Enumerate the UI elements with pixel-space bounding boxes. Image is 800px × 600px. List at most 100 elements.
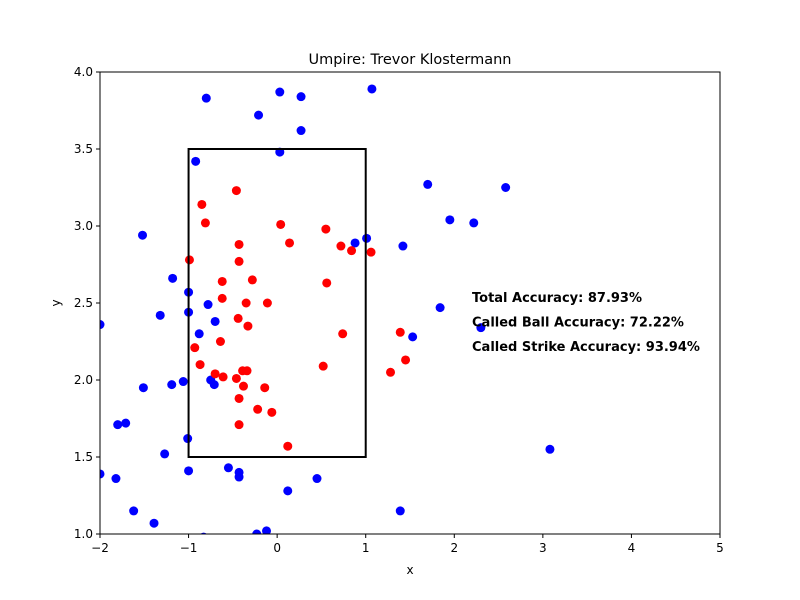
pitch-point-0-26: [408, 332, 418, 342]
chart-title: Umpire: Trevor Klostermann: [308, 52, 511, 68]
pitch-point-0-39: [100, 469, 105, 479]
pitch-point-0-22: [210, 316, 220, 326]
accuracy-annotation-1: Called Ball Accuracy: 72.22%: [472, 316, 684, 331]
pitch-point-0-7: [191, 156, 201, 166]
pitch-point-1-24: [401, 355, 411, 365]
pitch-point-0-30: [167, 380, 177, 390]
pitch-point-0-19: [435, 303, 445, 313]
x-tick-label: 1: [362, 541, 370, 555]
pitch-point-1-33: [238, 381, 248, 391]
pitch-point-0-37: [223, 463, 233, 473]
pitch-point-0-21: [155, 310, 165, 320]
pitch-point-1-20: [338, 329, 348, 339]
pitch-point-1-36: [253, 404, 263, 414]
pitch-point-1-18: [233, 313, 243, 323]
pitch-point-1-14: [322, 278, 332, 288]
pitch-point-0-2: [296, 92, 306, 102]
pitch-point-0-49: [252, 529, 262, 534]
pitch-point-1-35: [234, 393, 244, 403]
y-tick-label: 1.0: [74, 527, 93, 541]
pitch-point-0-25: [194, 329, 204, 339]
pitch-point-0-29: [209, 380, 219, 390]
x-tick-label: 5: [716, 541, 724, 555]
pitch-point-0-23: [100, 320, 105, 330]
pitch-point-0-24: [476, 323, 486, 333]
pitch-point-1-19: [243, 321, 253, 331]
pitch-point-1-17: [262, 298, 272, 308]
pitch-point-0-11: [469, 218, 479, 228]
pitch-point-1-21: [395, 327, 405, 337]
pitch-point-1-22: [215, 337, 225, 346]
x-tick-label: −1: [180, 541, 198, 555]
pitch-point-1-2: [200, 218, 210, 228]
pitch-point-1-1: [197, 199, 207, 209]
pitch-point-1-32: [231, 373, 241, 383]
pitch-point-0-16: [168, 273, 178, 283]
y-tick-label: 2.5: [74, 296, 93, 310]
strike-zone: [187, 148, 367, 458]
x-axis-label: x: [406, 563, 413, 577]
pitch-point-0-8: [423, 179, 433, 189]
pitch-point-1-25: [195, 360, 205, 370]
pitch-point-0-41: [111, 474, 121, 484]
accuracy-annotations: Total Accuracy: 87.93% Called Ball Accura…: [472, 291, 700, 355]
pitch-point-1-8: [347, 246, 357, 256]
pitch-point-1-13: [247, 275, 257, 285]
pitch-point-1-5: [234, 239, 244, 249]
pitch-point-0-1: [275, 87, 285, 97]
pitch-point-1-9: [366, 247, 376, 257]
y-axis-label: y: [49, 299, 63, 306]
pitch-point-1-39: [283, 441, 293, 451]
pitch-point-0-15: [398, 241, 408, 251]
pitch-point-1-31: [218, 372, 228, 382]
pitch-point-0-44: [283, 486, 293, 496]
pitch-point-0-43: [312, 474, 322, 484]
x-tick-label: −2: [91, 541, 109, 555]
pitch-point-0-10: [445, 215, 455, 225]
pitch-point-0-28: [178, 377, 188, 387]
pitch-point-0-18: [203, 300, 213, 310]
y-tick-label: 3.0: [74, 219, 93, 233]
pitch-point-0-32: [121, 418, 131, 428]
pitch-point-1-6: [285, 238, 295, 248]
x-tick-label: 0: [273, 541, 281, 555]
pitch-point-1-34: [260, 383, 270, 393]
pitch-point-0-14: [350, 238, 360, 248]
y-tick-label: 1.5: [74, 450, 93, 464]
x-tick-label: 4: [628, 541, 636, 555]
y-tick-label: 2.0: [74, 373, 93, 387]
pitch-point-0-48: [262, 526, 272, 534]
pitch-point-1-23: [190, 343, 200, 353]
pitch-point-0-0: [201, 93, 211, 103]
x-tick-label: 3: [539, 541, 547, 555]
pitch-point-0-12: [138, 230, 148, 240]
points-layer: [100, 84, 555, 534]
accuracy-annotation-0: Total Accuracy: 87.93%: [472, 291, 642, 306]
pitch-point-0-3: [367, 84, 377, 94]
pitch-point-0-42: [234, 472, 244, 482]
y-tick-label: 4.0: [74, 65, 93, 79]
pitch-point-0-46: [395, 506, 405, 516]
pitch-point-0-47: [149, 518, 159, 528]
pitch-point-1-3: [276, 219, 286, 229]
pitch-point-1-11: [234, 256, 244, 266]
pitch-point-0-9: [501, 183, 511, 192]
pitch-point-1-7: [336, 241, 346, 251]
y-axis: 1.0 1.5 2.0 2.5 3.0 3.5 4.0: [74, 65, 100, 541]
pitch-point-0-45: [129, 506, 139, 516]
x-axis: −2 −1 0 1 2 3 4 5: [91, 534, 724, 555]
y-tick-label: 3.5: [74, 142, 93, 156]
pitch-point-1-30: [210, 369, 220, 379]
pitch-point-1-4: [321, 224, 331, 234]
pitch-point-1-29: [386, 367, 396, 377]
pitch-point-1-15: [217, 293, 227, 303]
pitch-point-0-5: [296, 126, 306, 136]
pitch-point-0-35: [160, 449, 170, 459]
pitch-point-1-38: [234, 420, 244, 430]
pitch-point-1-0: [231, 186, 241, 196]
pitch-point-1-16: [241, 298, 251, 308]
pitch-point-1-28: [242, 366, 252, 376]
pitch-point-1-26: [318, 361, 328, 371]
pitch-point-1-12: [217, 276, 227, 286]
